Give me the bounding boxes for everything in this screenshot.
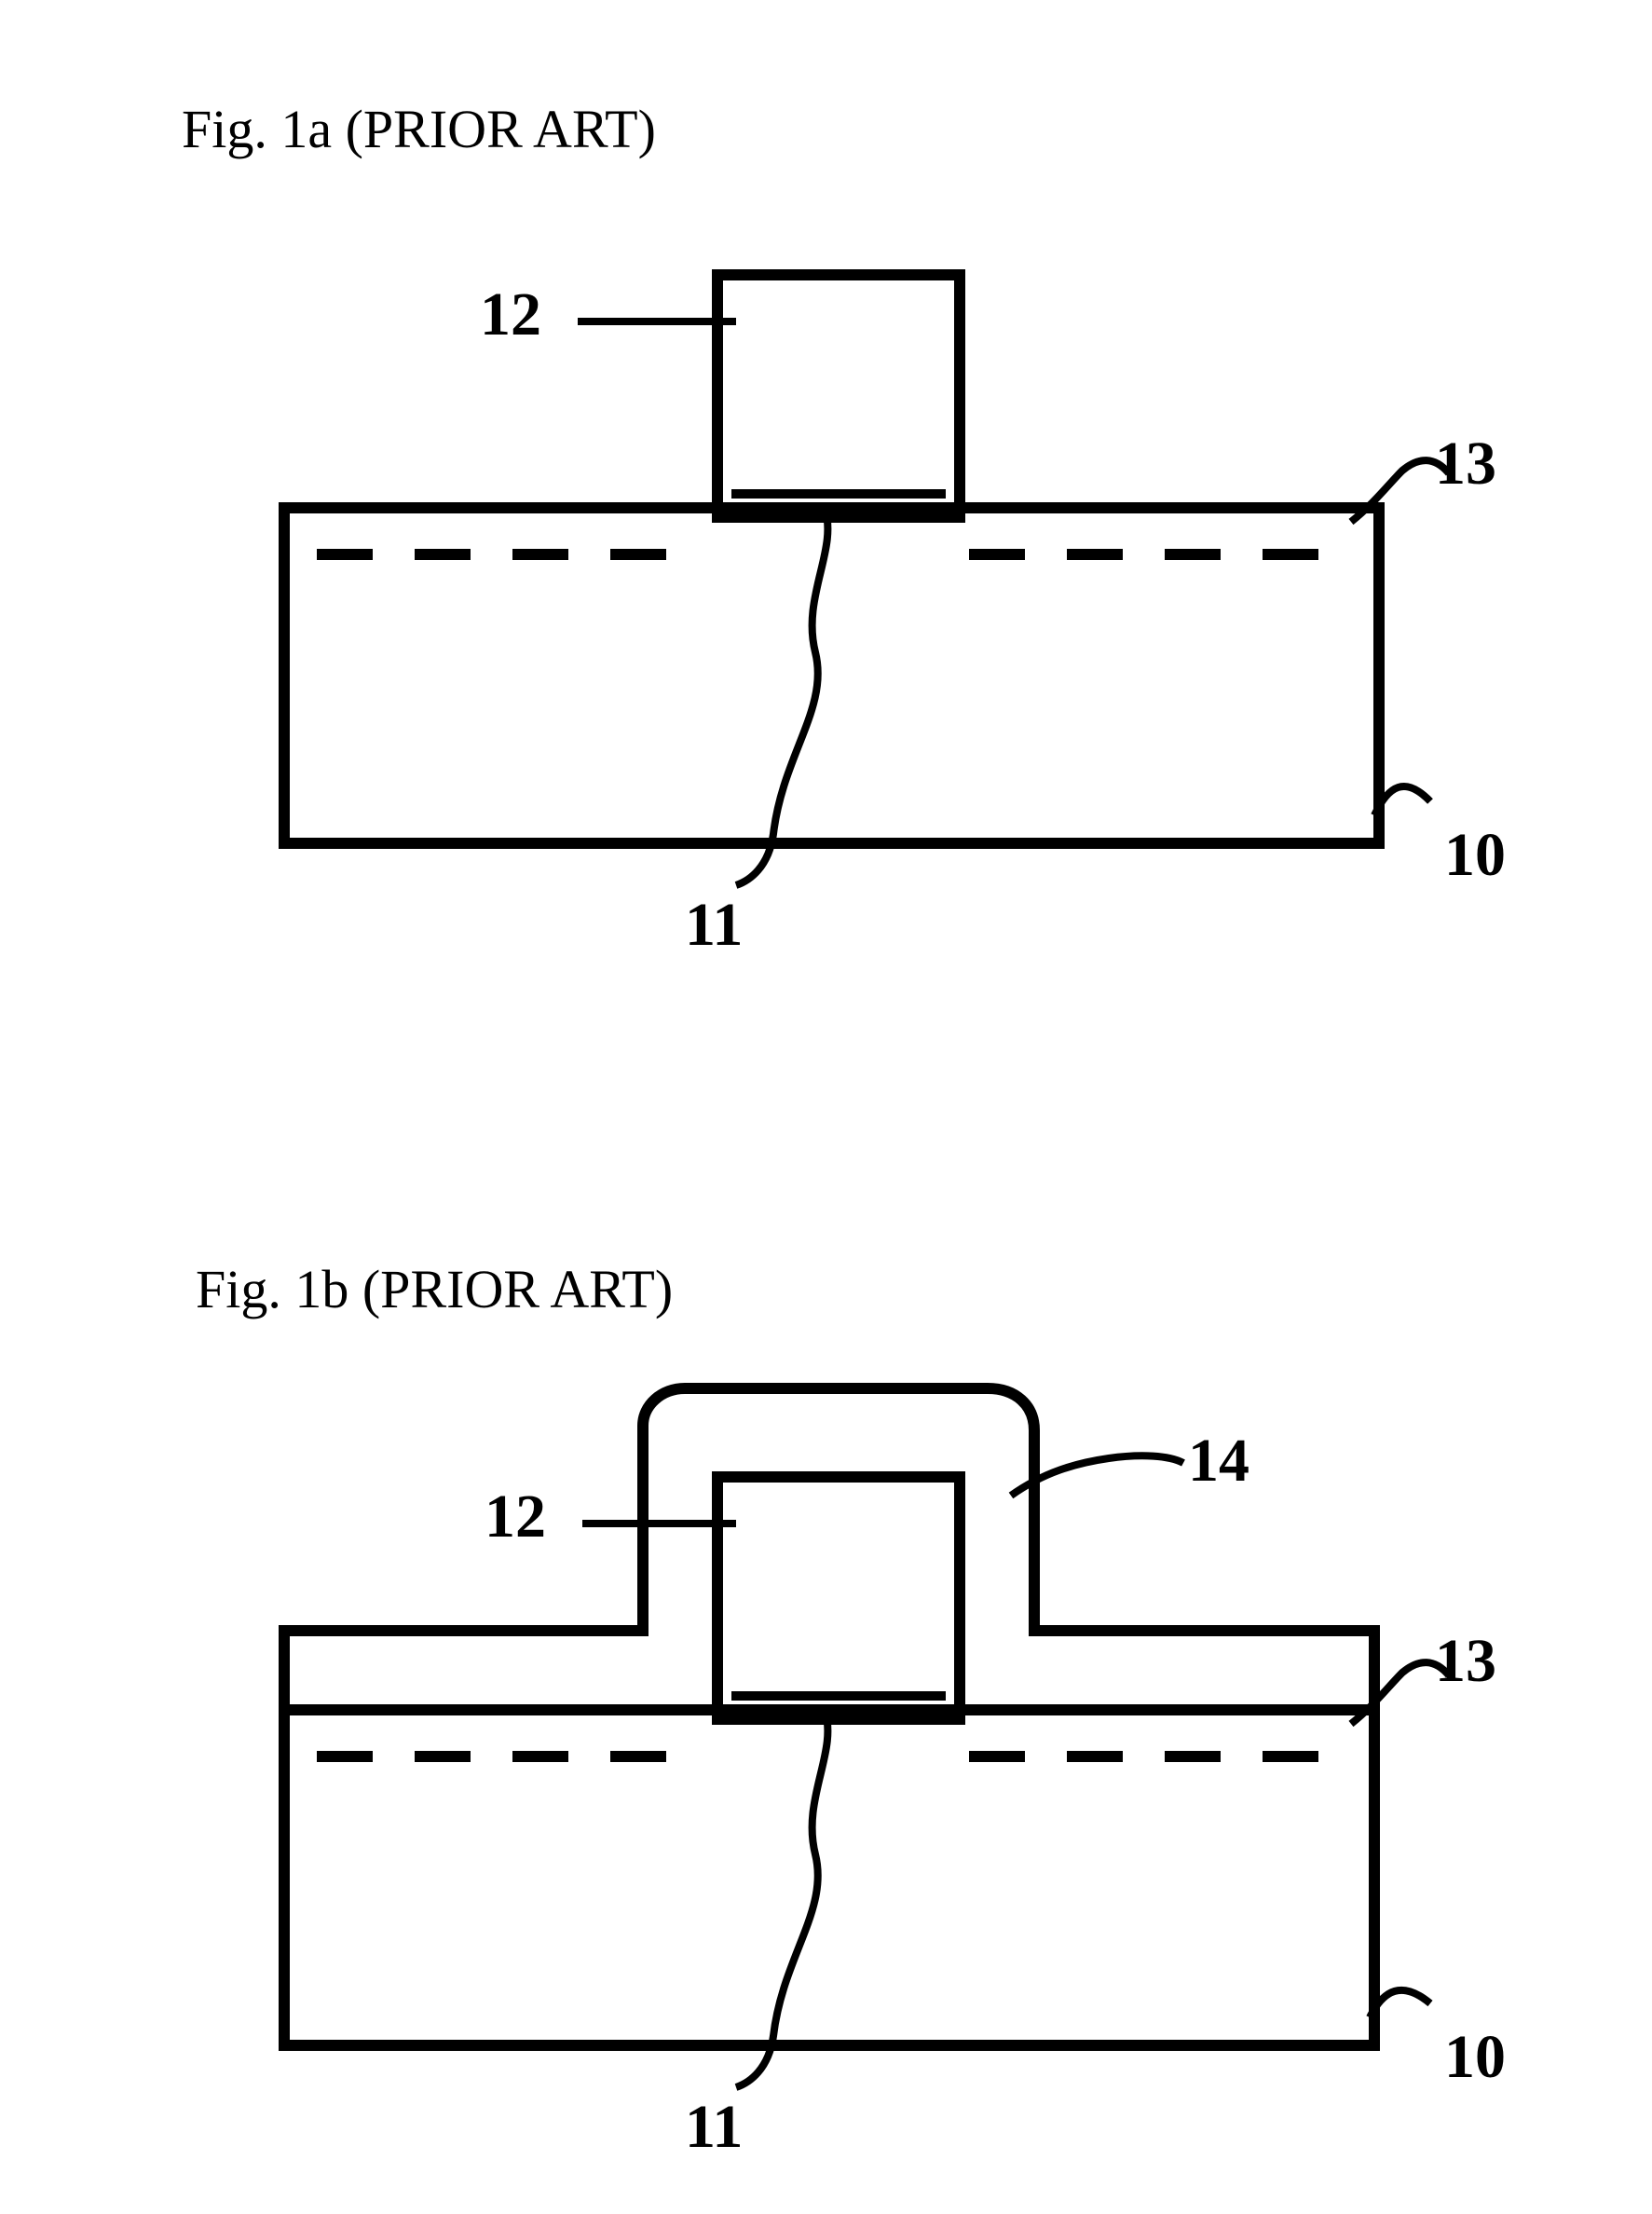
diagram-svg <box>0 0 1652 2214</box>
fig-a-label-12: 12 <box>480 280 541 350</box>
fig-b-label-11: 11 <box>685 2092 743 2163</box>
fig-a-leader-11 <box>736 508 827 885</box>
fig-b-label-14: 14 <box>1188 1426 1249 1496</box>
fig-b-label-12: 12 <box>485 1482 546 1552</box>
fig-a-label-10: 10 <box>1444 820 1506 891</box>
fig-b-gate <box>717 1477 960 1719</box>
figure-a <box>284 275 1449 885</box>
figure-b <box>284 1388 1449 2087</box>
fig-a-label-11: 11 <box>685 890 743 961</box>
page-stage: Fig. 1a (PRIOR ART) Fig. 1b (PRIOR ART) <box>0 0 1652 2214</box>
fig-b-leader-11 <box>736 1710 827 2087</box>
fig-b-label-10: 10 <box>1444 2022 1506 2093</box>
fig-a-gate <box>717 275 960 517</box>
fig-b-label-13: 13 <box>1435 1626 1496 1697</box>
fig-a-label-13: 13 <box>1435 429 1496 499</box>
